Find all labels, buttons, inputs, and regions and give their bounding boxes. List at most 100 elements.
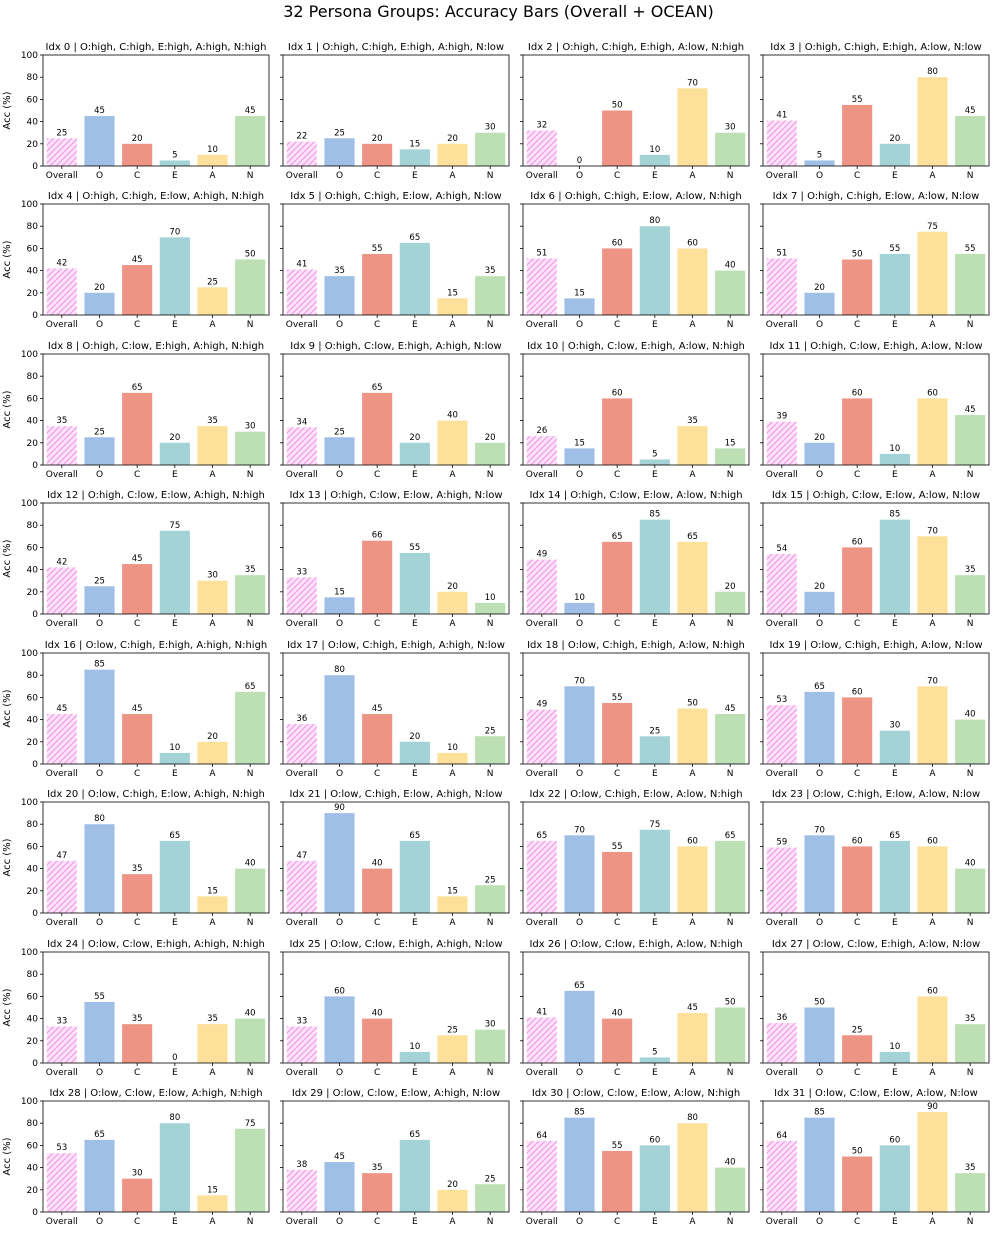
panel-title: Idx 23 | O:low, C:high, E:low, A:low, N:…: [772, 789, 980, 800]
value-label: 85: [574, 1108, 585, 1118]
x-tick-label: E: [412, 769, 418, 779]
value-label: 55: [409, 543, 420, 553]
bar-e: [159, 1123, 190, 1212]
bar-overall: [766, 120, 797, 166]
x-tick-label: Overall: [46, 619, 78, 629]
value-label: 38: [296, 1160, 307, 1170]
x-tick-label: O: [336, 470, 343, 480]
chart-panel-14: Idx 14 | O:high, C:low, E:low, A:low, N:…: [520, 490, 750, 629]
x-tick-label: Overall: [286, 769, 318, 779]
y-tick-label: 40: [27, 1164, 39, 1174]
x-tick-label: E: [412, 918, 418, 928]
x-tick-label: N: [727, 619, 734, 629]
bar-o: [84, 292, 115, 315]
y-tick-label: 60: [27, 95, 39, 105]
x-tick-label: Overall: [526, 171, 558, 181]
x-tick-label: N: [967, 918, 974, 928]
value-label: 15: [207, 886, 218, 896]
x-tick-label: N: [487, 1217, 494, 1227]
x-tick-label: N: [967, 1217, 974, 1227]
bar-a: [197, 287, 228, 315]
bar-a: [197, 154, 228, 166]
bar-a: [437, 896, 468, 913]
x-tick-label: O: [576, 470, 583, 480]
value-label: 10: [574, 593, 585, 603]
value-label: 41: [296, 259, 307, 269]
bar-n: [235, 691, 266, 764]
bar-o: [804, 691, 835, 764]
value-label: 45: [132, 255, 143, 265]
x-tick-label: C: [134, 171, 140, 181]
x-tick-label: O: [816, 320, 823, 330]
y-tick-label: 20: [27, 439, 39, 449]
value-label: 20: [447, 582, 458, 592]
value-label: 50: [687, 699, 698, 709]
chart-panel-20: Idx 20 | O:low, C:high, E:low, A:high, N…: [2, 789, 270, 928]
y-tick-label: 60: [27, 394, 39, 404]
bar-n: [715, 132, 746, 166]
bar-o: [324, 597, 355, 614]
bar-e: [399, 442, 430, 465]
x-tick-label: A: [209, 918, 216, 928]
x-tick-label: O: [336, 320, 343, 330]
y-tick-label: 80: [27, 820, 39, 830]
panel-frame: [762, 951, 990, 1064]
x-tick-label: O: [576, 1068, 583, 1078]
value-label: 75: [169, 521, 180, 531]
x-tick-label: C: [854, 619, 860, 629]
y-tick-label: 20: [27, 738, 39, 748]
chart-panel-24: Idx 24 | O:low, C:low, E:high, A:high, N…: [2, 939, 270, 1078]
chart-panel-19: Idx 19 | O:low, C:high, E:high, A:low, N…: [760, 640, 990, 779]
x-tick-label: Overall: [766, 470, 798, 480]
panel-title: Idx 18 | O:low, C:high, E:high, A:low, N…: [527, 640, 745, 651]
x-tick-label: Overall: [286, 1217, 318, 1227]
value-label: 55: [94, 992, 105, 1002]
bar-n: [475, 1184, 506, 1212]
value-label: 65: [536, 831, 547, 841]
bar-overall: [526, 436, 557, 465]
x-tick-label: N: [967, 171, 974, 181]
chart-panel-27: Idx 27 | O:low, C:low, E:high, A:low, N:…: [760, 939, 990, 1078]
panel-frame: [282, 1100, 510, 1213]
value-label: 40: [612, 1009, 623, 1019]
y-axis-label: Acc (%): [2, 988, 13, 1026]
bar-overall: [286, 1026, 317, 1063]
x-tick-label: Overall: [46, 918, 78, 928]
value-label: 35: [372, 1163, 383, 1173]
x-tick-label: C: [134, 918, 140, 928]
bar-c: [602, 398, 633, 465]
value-label: 80: [649, 216, 660, 226]
value-label: 35: [132, 1014, 143, 1024]
value-label: 25: [852, 1025, 863, 1035]
bar-a: [197, 1195, 228, 1212]
x-tick-label: O: [96, 470, 103, 480]
bar-o: [324, 996, 355, 1063]
bar-c: [842, 846, 873, 913]
bar-c: [602, 248, 633, 315]
bar-o: [84, 824, 115, 913]
y-tick-label: 100: [21, 798, 38, 808]
value-label: 90: [334, 803, 345, 813]
bar-e: [159, 237, 190, 315]
bar-overall: [46, 714, 77, 764]
value-label: 25: [207, 277, 218, 287]
value-label: 85: [649, 510, 660, 520]
value-label: 25: [485, 1174, 496, 1184]
value-label: 5: [652, 449, 657, 459]
value-label: 25: [334, 427, 345, 437]
bar-a: [437, 1035, 468, 1063]
chart-panel-28: Idx 28 | O:low, C:low, E:low, A:high, N:…: [2, 1088, 270, 1227]
x-tick-label: A: [929, 619, 936, 629]
bar-n: [715, 591, 746, 614]
x-tick-label: O: [816, 171, 823, 181]
y-tick-label: 100: [21, 1097, 38, 1107]
value-label: 34: [296, 417, 307, 427]
panel-title: Idx 0 | O:high, C:high, E:high, A:high, …: [46, 42, 267, 53]
bar-c: [362, 1173, 393, 1212]
bar-overall: [526, 840, 557, 913]
x-tick-label: O: [336, 1217, 343, 1227]
value-label: 60: [927, 388, 938, 398]
bar-o: [324, 437, 355, 465]
x-tick-label: A: [689, 470, 696, 480]
value-label: 20: [409, 732, 420, 742]
